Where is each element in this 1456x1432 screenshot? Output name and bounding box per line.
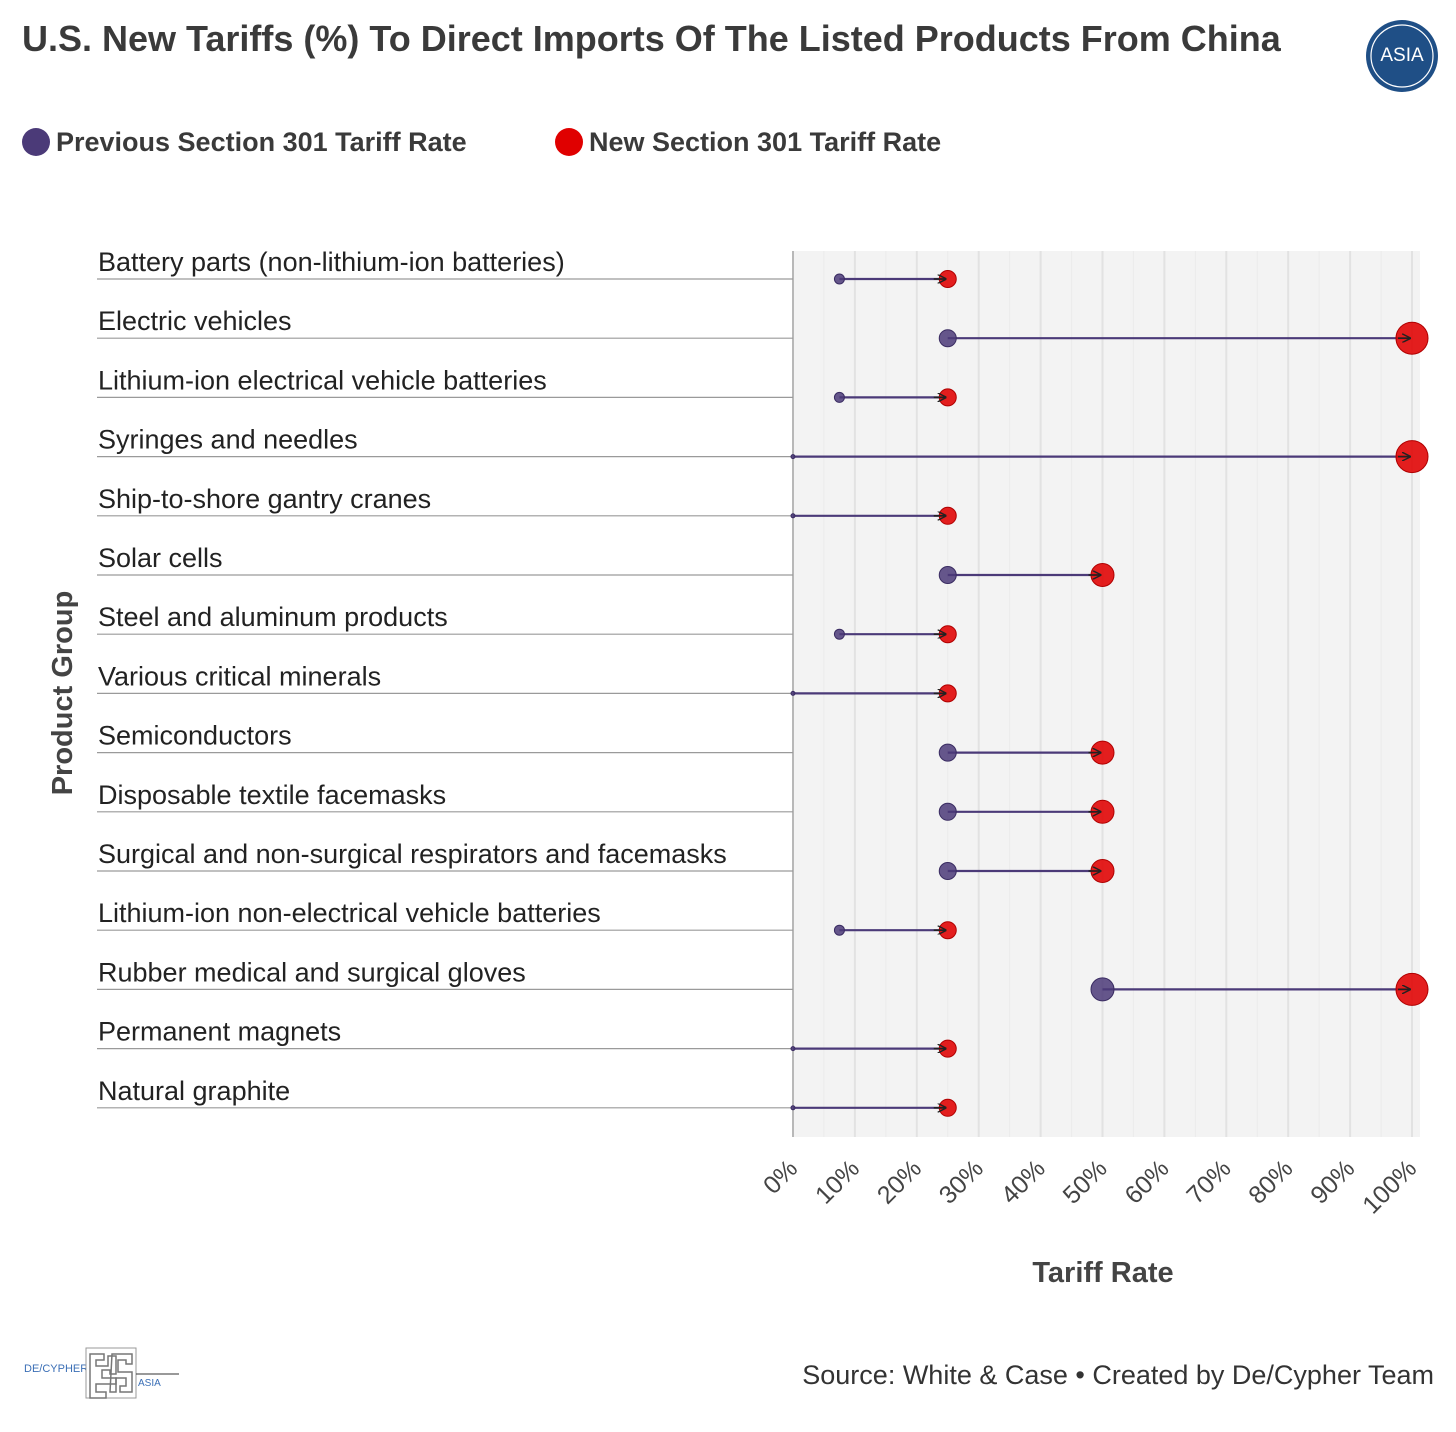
previous-rate-point xyxy=(833,391,845,403)
x-tick-label: 0% xyxy=(758,1154,803,1199)
x-tick-label: 20% xyxy=(872,1154,927,1209)
legend-item-new: New Section 301 Tariff Rate xyxy=(555,122,941,162)
previous-rate-point xyxy=(938,566,957,584)
new-rate-point xyxy=(1395,440,1429,474)
previous-rate-point xyxy=(790,454,796,460)
category-label: Surgical and non-surgical respirators an… xyxy=(98,839,727,869)
x-tick-label: 100% xyxy=(1357,1154,1422,1219)
chart-title: U.S. New Tariffs (%) To Direct Imports O… xyxy=(22,18,1281,59)
previous-rate-point xyxy=(790,1105,796,1111)
category-label: Lithium-ion non-electrical vehicle batte… xyxy=(98,898,601,928)
x-tick-label: 40% xyxy=(996,1154,1051,1209)
x-tick-label: 90% xyxy=(1305,1154,1360,1209)
x-tick-label: 30% xyxy=(934,1154,989,1209)
new-rate-point xyxy=(1395,972,1429,1006)
legend-dot-previous xyxy=(22,128,50,156)
previous-rate-point xyxy=(938,329,957,348)
x-tick-label: 60% xyxy=(1119,1154,1174,1209)
source-note: Source: White & Case • Created by De/Cyp… xyxy=(802,1360,1434,1390)
logo-text: ASIA xyxy=(1380,45,1424,66)
category-label: Rubber medical and surgical gloves xyxy=(98,957,526,987)
legend-label-previous: Previous Section 301 Tariff Rate xyxy=(56,126,467,157)
previous-rate-point xyxy=(938,862,957,880)
category-label: Lithium-ion electrical vehicle batteries xyxy=(98,365,547,395)
previous-rate-point xyxy=(790,513,796,519)
x-tick-label: 50% xyxy=(1058,1154,1113,1209)
legend-item-previous: Previous Section 301 Tariff Rate xyxy=(22,122,467,162)
category-label: Syringes and needles xyxy=(98,425,358,455)
previous-rate-point xyxy=(938,743,957,762)
category-label: Permanent magnets xyxy=(98,1017,341,1047)
previous-rate-point xyxy=(833,628,845,640)
x-tick-label: 10% xyxy=(810,1154,865,1209)
previous-rate-point xyxy=(790,690,796,696)
previous-rate-point xyxy=(833,924,845,936)
previous-rate-point xyxy=(1090,977,1115,1002)
category-label: Battery parts (non-lithium-ion batteries… xyxy=(98,247,565,277)
brand-right-text: ASIA xyxy=(138,1378,161,1389)
decypher-brand-logo: DE/CYPHER ASIA xyxy=(24,1347,179,1399)
previous-rate-point xyxy=(833,273,845,285)
legend-dot-new xyxy=(555,128,583,156)
previous-rate-point xyxy=(790,1046,796,1052)
x-tick-label: 80% xyxy=(1243,1154,1298,1209)
x-axis-title: Tariff Rate xyxy=(1032,1257,1173,1289)
category-label: Steel and aluminum products xyxy=(98,602,448,632)
brand-left-text: DE/CYPHER xyxy=(24,1363,88,1375)
asia-logo: ASIA xyxy=(1366,20,1438,92)
previous-rate-point xyxy=(938,802,957,821)
category-label: Ship-to-shore gantry cranes xyxy=(98,484,431,514)
category-label: Semiconductors xyxy=(98,721,292,751)
category-label: Solar cells xyxy=(98,543,223,573)
y-axis-title: Product Group xyxy=(47,591,79,796)
category-label: Electric vehicles xyxy=(98,306,292,336)
x-tick-label: 70% xyxy=(1181,1154,1236,1209)
category-label: Various critical minerals xyxy=(98,661,381,691)
category-label: Disposable textile facemasks xyxy=(98,780,446,810)
new-rate-point xyxy=(1395,321,1429,355)
category-label: Natural graphite xyxy=(98,1076,290,1106)
dumbbell-chart: Battery parts (non-lithium-ion batteries… xyxy=(47,247,1429,1289)
legend-label-new: New Section 301 Tariff Rate xyxy=(589,126,942,157)
